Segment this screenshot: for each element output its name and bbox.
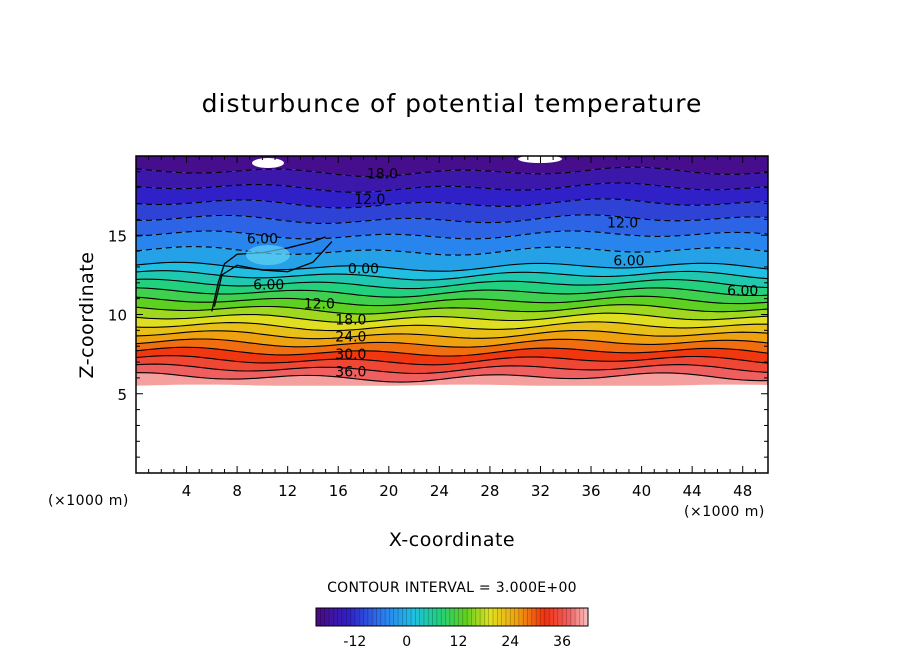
contour-line (136, 304, 768, 315)
contour-label: 6.00 (727, 284, 758, 300)
contour-line (136, 198, 768, 209)
colorbar-tick-label: 36 (553, 634, 571, 650)
color-band (136, 313, 768, 331)
contour-line (136, 287, 768, 298)
chart-title: disturbunce of potential temperature (202, 89, 703, 118)
contour-line (136, 329, 768, 340)
color-band (136, 198, 768, 224)
contour-line (136, 355, 768, 366)
x-tick-label: 16 (329, 482, 348, 500)
terrain-mask (136, 384, 768, 473)
color-band (136, 296, 768, 314)
color-band (136, 279, 768, 298)
contour-label: 0.00 (348, 262, 379, 278)
white-spot (252, 158, 284, 168)
contour-line (136, 363, 768, 375)
contour-label: 12.0 (304, 296, 335, 312)
colorbar-divisions (315, 608, 589, 626)
color-band (136, 330, 768, 348)
contour-label: 12.0 (354, 192, 385, 208)
contour-label: 36.0 (335, 365, 366, 381)
x-tick-label: 44 (683, 482, 702, 500)
color-band (136, 183, 768, 208)
colorbar-ticks: -12 0 12 24 36 (343, 634, 571, 650)
x-tick-label: 40 (632, 482, 651, 500)
contour-line (136, 312, 768, 323)
x-tick-label: 36 (581, 482, 600, 500)
x-unit-right: (×1000 m) (684, 504, 765, 520)
contour-line (136, 246, 768, 256)
plot-area: 18.012.012.06.006.006.000.006.0012.018.0… (136, 156, 768, 473)
x-axis-ticks: 4 8 12 16 20 24 28 32 36 40 44 48 (135, 156, 769, 500)
colorbar-tick-label: -12 (343, 634, 366, 650)
color-band (136, 156, 768, 177)
x-tick-label: 28 (480, 482, 499, 500)
x-tick-label: 12 (278, 482, 297, 500)
contour-line (136, 182, 768, 193)
contour-label: 24.0 (335, 330, 366, 346)
contour-line (136, 166, 768, 178)
contour-label: 12.0 (607, 216, 638, 232)
contour-line (136, 295, 768, 307)
contour-label: 18.0 (367, 166, 398, 182)
contour-line (136, 214, 768, 224)
x-tick-label: 24 (430, 482, 449, 500)
contour-line (136, 278, 768, 290)
contour-label: 30.0 (335, 347, 366, 363)
contour-line (136, 321, 768, 332)
y-axis-label: Z-coordinate (76, 252, 98, 379)
color-band (136, 246, 768, 272)
colorbar-gradient (315, 607, 589, 627)
color-bands (136, 156, 768, 473)
x-axis-label: X-coordinate (389, 529, 515, 551)
colorbar-tick-label: 12 (450, 634, 468, 650)
contour-label: 6.00 (247, 231, 278, 247)
x-unit-left: (×1000 m) (48, 493, 129, 509)
colorbar-tick-label: 0 (402, 634, 411, 650)
x-tick-label: 32 (531, 482, 550, 500)
colorbar: -12 0 12 24 36 (315, 607, 589, 650)
y-tick-label: 5 (117, 386, 127, 404)
contour-line (136, 372, 768, 383)
x-tick-label: 20 (379, 482, 398, 500)
contour-label: 6.00 (613, 254, 644, 270)
color-band (136, 167, 768, 193)
y-tick-label: 10 (108, 307, 127, 325)
white-spot (246, 245, 290, 265)
contour-line (136, 261, 768, 272)
contour-line (136, 346, 768, 357)
contour-label: 6.00 (253, 277, 284, 293)
y-tick-label: 15 (108, 227, 127, 245)
color-band (136, 270, 768, 289)
color-band (136, 231, 768, 256)
contour-labels: 18.012.012.06.006.006.000.006.0012.018.0… (247, 166, 758, 381)
contour-line (136, 270, 768, 281)
x-tick-label: 48 (733, 482, 752, 500)
contour-interval-text: CONTOUR INTERVAL = 3.000E+00 (327, 580, 577, 596)
color-band (136, 321, 768, 339)
x-tick-label: 4 (182, 482, 192, 500)
contour-line (213, 241, 333, 307)
contour-line (136, 338, 768, 348)
contour-line (136, 230, 768, 240)
x-tick-label: 8 (232, 482, 242, 500)
color-band (136, 287, 768, 306)
contour-label: 18.0 (335, 312, 366, 328)
y-axis-ticks: 5 10 15 (108, 155, 768, 474)
colorbar-tick-label: 24 (501, 634, 519, 650)
